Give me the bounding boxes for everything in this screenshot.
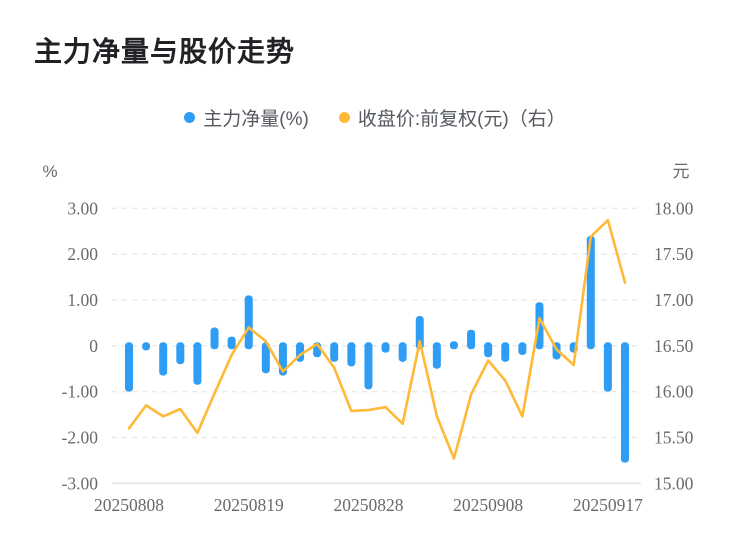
- volume-bar[interactable]: [620, 342, 629, 463]
- left-axis-tick: 1.00: [67, 290, 98, 310]
- volume-bar[interactable]: [159, 342, 168, 376]
- volume-bar[interactable]: [210, 327, 219, 350]
- volume-bar[interactable]: [244, 295, 253, 350]
- volume-bar[interactable]: [125, 342, 133, 392]
- price-line[interactable]: [127, 218, 627, 460]
- volume-bar[interactable]: [586, 235, 595, 350]
- x-axis-tick: 20250819: [214, 495, 284, 515]
- volume-bar[interactable]: [484, 342, 493, 358]
- left-axis-tick: -2.00: [62, 427, 99, 447]
- x-axis-tick: 20250808: [94, 495, 164, 515]
- legend-dot-yellow-icon: [338, 112, 350, 123]
- volume-bar[interactable]: [415, 316, 424, 350]
- legend-item-close-price[interactable]: 收盘价:前复权(元)（右）: [338, 104, 566, 131]
- left-axis-unit: %: [42, 162, 57, 181]
- volume-bar[interactable]: [518, 342, 527, 355]
- legend: 主力净量(%) 收盘价:前复权(元)（右）: [0, 104, 750, 131]
- legend-label: 收盘价:前复权(元)（右）: [357, 109, 566, 130]
- page-title: 主力净量与股价走势: [34, 36, 296, 67]
- volume-bar[interactable]: [467, 329, 476, 350]
- left-axis-tick: 3.00: [67, 198, 98, 218]
- legend-dot-blue-icon: [184, 112, 196, 123]
- x-axis-tick: 20250908: [453, 495, 523, 515]
- right-axis-tick: 16.00: [654, 382, 694, 402]
- right-axis-unit: 元: [673, 162, 690, 181]
- legend-label: 主力净量(%): [203, 109, 309, 130]
- x-axis-tick: 20250917: [573, 495, 643, 515]
- volume-bar[interactable]: [364, 342, 373, 390]
- right-axis-tick: 15.50: [654, 427, 694, 447]
- legend-item-main-net-volume[interactable]: 主力净量(%): [184, 104, 309, 131]
- volume-bar[interactable]: [330, 342, 339, 362]
- volume-bar[interactable]: [432, 342, 441, 369]
- volume-bar[interactable]: [398, 342, 407, 362]
- left-axis-tick: -3.00: [62, 473, 99, 493]
- volume-bar[interactable]: [176, 342, 185, 365]
- right-axis-tick: 17.50: [654, 244, 694, 264]
- volume-bar[interactable]: [603, 342, 612, 392]
- right-axis-tick: 16.50: [654, 336, 694, 356]
- volume-bar[interactable]: [381, 342, 390, 353]
- x-axis-tick: 20250828: [333, 495, 403, 515]
- left-axis-tick: 0: [89, 336, 98, 356]
- volume-bar[interactable]: [142, 342, 151, 351]
- right-axis-tick: 17.00: [654, 290, 694, 310]
- volume-bar[interactable]: [449, 341, 458, 350]
- left-axis-tick: 2.00: [67, 244, 98, 264]
- volume-bar[interactable]: [193, 342, 202, 385]
- volume-bar[interactable]: [227, 336, 236, 350]
- left-axis-tick: -1.00: [62, 382, 99, 402]
- volume-bar[interactable]: [347, 342, 356, 367]
- volume-bar[interactable]: [261, 342, 270, 374]
- right-axis-tick: 15.00: [654, 473, 694, 493]
- right-axis-tick: 18.00: [654, 198, 694, 218]
- volume-bar[interactable]: [501, 342, 510, 362]
